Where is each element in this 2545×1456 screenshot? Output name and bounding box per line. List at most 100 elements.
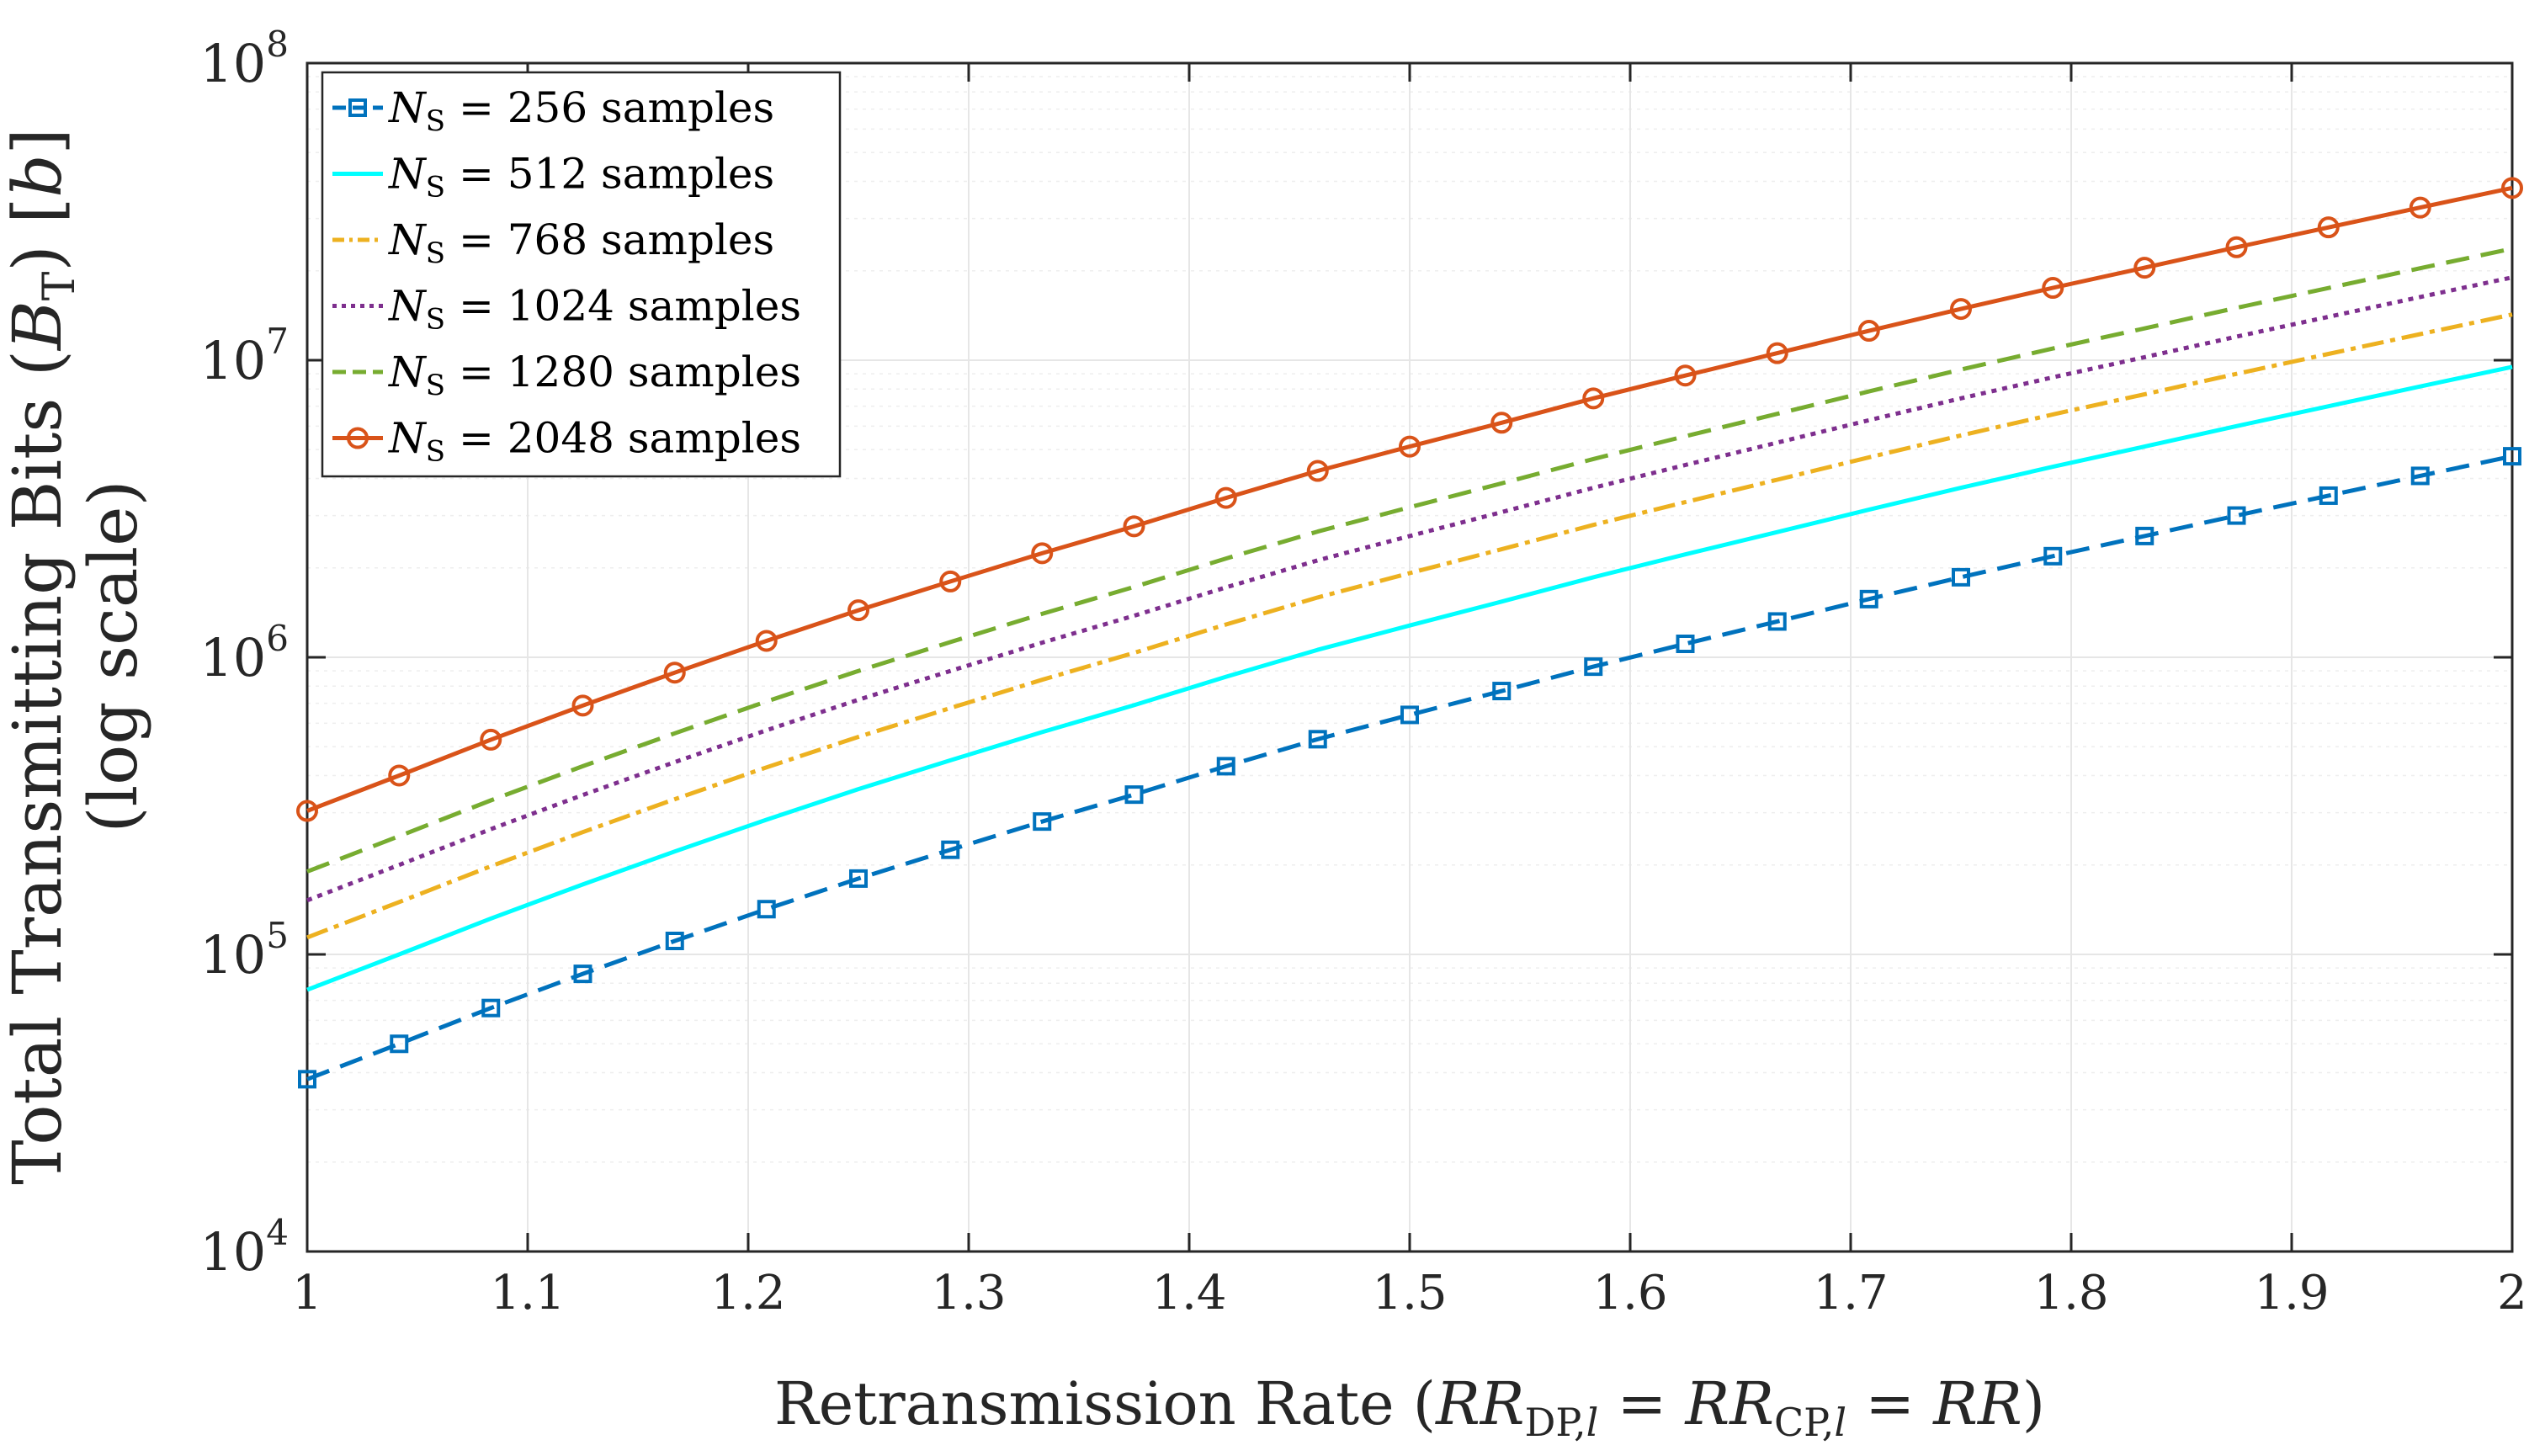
data-point-marker <box>1033 812 1052 832</box>
data-point-marker <box>1214 486 1237 509</box>
legend-entry-4: NS = 1280 samples <box>332 348 801 402</box>
data-point-marker <box>1950 298 1972 321</box>
data-point-marker <box>1216 757 1235 776</box>
y-axis-title-line1: Total Transmitting Bits (BT) [b] <box>0 128 85 1185</box>
data-point-marker <box>755 630 778 652</box>
x-tick-label: 2 <box>2497 1266 2527 1320</box>
y-tick-label: 104 <box>199 1212 289 1283</box>
data-point-marker <box>1490 412 1513 434</box>
data-point-marker <box>298 1070 316 1089</box>
series-line-2 <box>306 312 2513 940</box>
x-axis-title: Retransmission Rate (RRDP,l = RRCP,l = R… <box>774 1369 2045 1445</box>
data-point-marker <box>2225 236 2248 258</box>
data-point-marker <box>481 998 501 1018</box>
data-point-marker <box>388 764 411 787</box>
data-point-marker <box>1676 635 1695 654</box>
series-line-0 <box>306 454 2513 1081</box>
data-point-marker <box>1400 705 1419 725</box>
x-tick-label: 1.8 <box>2033 1266 2108 1320</box>
x-ticks: 1 1.1 1.2 1.3 1.4 1.5 1.6 1.7 1.8 1.9 2 <box>292 63 2527 1320</box>
legend: NS = 256 samples NS = 512 samples NS = 768… <box>321 71 842 478</box>
data-point-marker <box>1767 612 1787 631</box>
data-point-marker <box>2503 447 2521 466</box>
data-point-marker <box>2042 277 2064 300</box>
series-4 <box>306 246 2513 874</box>
data-point-marker <box>2317 216 2340 239</box>
x-tick-label: 1 <box>292 1266 322 1320</box>
y-ticks: 104 105 106 107 108 <box>199 24 2512 1283</box>
legend-entry-0: NS = 256 samples <box>332 83 774 138</box>
legend-entry-2: NS = 768 samples <box>332 215 774 270</box>
x-tick-label: 1.6 <box>1592 1266 1667 1320</box>
data-point-marker <box>2409 196 2431 219</box>
x-tick-label: 1.1 <box>490 1266 565 1320</box>
legend-label: NS = 256 samples <box>388 83 774 138</box>
series-line-4 <box>306 246 2513 874</box>
x-tick-label: 1.5 <box>1372 1266 1447 1320</box>
data-point-marker <box>571 694 594 717</box>
series-line-3 <box>306 275 2513 903</box>
data-point-marker <box>757 900 776 919</box>
legend-marker <box>347 427 369 449</box>
data-point-marker <box>1584 657 1603 677</box>
legend-entry-1: NS = 512 samples <box>332 150 774 205</box>
data-point-marker <box>1952 567 1970 587</box>
data-point-marker <box>1308 730 1327 749</box>
y-tick-label: 107 <box>199 321 289 391</box>
legend-marker <box>348 98 367 117</box>
y-tick-label: 106 <box>199 618 289 688</box>
data-point-marker <box>1674 364 1697 387</box>
series-5 <box>296 177 2523 822</box>
series-layer <box>296 177 2523 1089</box>
data-point-marker <box>2410 466 2430 486</box>
data-point-marker <box>480 728 502 751</box>
x-tick-label: 1.4 <box>1151 1266 1226 1320</box>
x-tick-label: 1.3 <box>931 1266 1006 1320</box>
series-3 <box>306 275 2513 903</box>
data-point-marker <box>1857 320 1880 343</box>
x-tick-label: 1.2 <box>710 1266 785 1320</box>
data-point-marker <box>2227 506 2246 525</box>
data-point-marker <box>2319 486 2338 505</box>
legend-label: NS = 512 samples <box>388 150 774 205</box>
series-line-1 <box>306 364 2513 992</box>
data-point-marker <box>1123 515 1145 538</box>
data-point-marker <box>573 964 592 984</box>
data-point-marker <box>665 932 684 951</box>
legend-label: NS = 2048 samples <box>388 414 801 469</box>
y-axis-title-line2: (log scale) <box>74 480 152 832</box>
data-point-marker <box>1306 460 1329 482</box>
legend-label: NS = 768 samples <box>388 215 774 270</box>
y-tick-label: 105 <box>199 915 289 986</box>
data-point-marker <box>663 662 686 684</box>
data-point-marker <box>390 1034 409 1054</box>
data-point-marker <box>849 869 868 888</box>
data-point-marker <box>2043 546 2063 566</box>
data-point-marker <box>2135 526 2154 545</box>
data-point-marker <box>2133 257 2156 279</box>
series-0 <box>298 447 2521 1089</box>
legend-label: NS = 1024 samples <box>388 282 801 337</box>
y-axis-title: Total Transmitting Bits (BT) [b] (log sc… <box>0 128 152 1185</box>
data-point-marker <box>1031 542 1054 565</box>
x-tick-label: 1.9 <box>2254 1266 2329 1320</box>
data-point-marker <box>847 599 869 622</box>
series-line-5 <box>306 185 2513 813</box>
series-1 <box>306 364 2513 992</box>
legend-box <box>321 71 842 478</box>
y-tick-label: 108 <box>199 24 289 94</box>
x-tick-label: 1.7 <box>1813 1266 1888 1320</box>
legend-label: NS = 1280 samples <box>388 348 801 402</box>
data-point-marker <box>1492 682 1512 701</box>
data-point-marker <box>1399 435 1421 458</box>
data-point-marker <box>296 800 318 822</box>
data-point-marker <box>2501 177 2523 199</box>
data-point-marker <box>1582 387 1605 410</box>
legend-entry-3: NS = 1024 samples <box>332 282 801 337</box>
data-point-marker <box>1859 589 1878 608</box>
data-point-marker <box>941 840 960 859</box>
data-point-marker <box>939 570 962 592</box>
series-2 <box>306 312 2513 940</box>
data-point-marker <box>1766 342 1788 364</box>
